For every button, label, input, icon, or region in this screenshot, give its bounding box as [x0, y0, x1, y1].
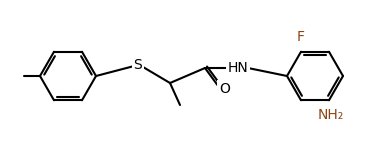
Text: HN: HN	[228, 61, 248, 75]
Text: S: S	[134, 58, 142, 72]
Text: NH₂: NH₂	[318, 108, 344, 122]
Text: F: F	[297, 30, 305, 44]
Text: O: O	[219, 82, 231, 96]
